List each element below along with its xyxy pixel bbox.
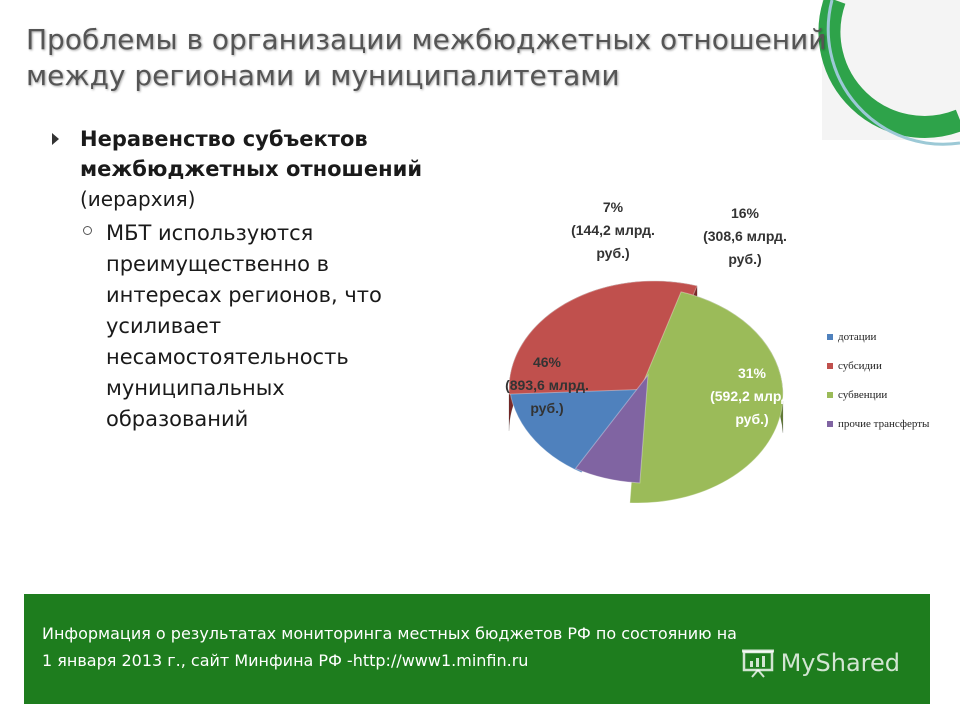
sub-bullet: МБТ используются преимущественно в интер… — [50, 218, 460, 435]
pie-chart-svg: 16% (308,6 млрд. руб.) 31% (592,2 млрд. руб.)… — [505, 199, 930, 504]
pie-chart: 16% (308,6 млрд. руб.) 31% (592,2 млрд. руб.)… — [465, 180, 943, 580]
title-line-2: между регионами и муниципалитетами — [26, 59, 620, 92]
sub-bullet-line: образований — [106, 407, 249, 431]
legend-label: субсидии — [838, 360, 882, 372]
sub-bullet-line: интересах регионов, что — [106, 283, 382, 307]
presentation-board-icon — [741, 649, 774, 678]
bullet-arrow-icon — [52, 133, 59, 145]
bullet-heading-line-2: межбюджетных отношений — [80, 157, 423, 181]
sub-bullet-line: несамостоятельность — [106, 345, 349, 369]
source-line-2: 1 января 2013 г., сайт Минфина РФ -http:… — [42, 651, 529, 670]
pie-data-label-line: (144,2 млрд. — [571, 222, 655, 238]
pie-data-label-line: 31% — [738, 365, 767, 381]
legend-label: прочие трансферты — [838, 418, 930, 430]
pie-data-label: 46% (893,6 млрд. руб.) — [505, 354, 589, 416]
pie-data-label-line: руб.) — [596, 245, 629, 261]
pie-data-label-line: (592,2 млрд. — [710, 388, 794, 404]
sub-bullet-line: МБТ используются — [106, 221, 314, 245]
sub-bullet-line: преимущественно в — [106, 252, 330, 276]
bullet-heading-line-1: Неравенство субъектов — [80, 127, 368, 151]
pie-data-label-line: 46% — [533, 354, 562, 370]
pie-data-label-line: (308,6 млрд. — [703, 228, 787, 244]
bullet-heading-note: (иерархия) — [80, 187, 196, 211]
watermark-text: MyShared — [780, 648, 900, 677]
slide-title: Проблемы в организации межбюджетных отно… — [26, 22, 906, 94]
pie-data-label-line: 7% — [603, 199, 624, 215]
legend-swatch — [827, 421, 833, 427]
source-line-1: Информация о результатах мониторинга мес… — [42, 624, 737, 643]
title-line-1: Проблемы в организации межбюджетных отно… — [26, 23, 827, 56]
legend-swatch — [827, 392, 833, 398]
ring-bullet-icon — [83, 226, 92, 235]
bullet-list: Неравенство субъектов межбюджетных отнош… — [50, 124, 460, 435]
pie-data-label-line: руб.) — [728, 251, 761, 267]
source-footer: Информация о результатах мониторинга мес… — [24, 594, 930, 704]
pie-data-label-line: (893,6 млрд. — [505, 377, 589, 393]
pie-data-label: 7% (144,2 млрд. руб.) — [571, 199, 655, 261]
pie-data-label-line: руб.) — [530, 400, 563, 416]
pie-data-label-line: 16% — [731, 205, 760, 221]
pie-data-label: 31% (592,2 млрд. руб.) — [710, 365, 794, 427]
watermark: MyShared — [741, 648, 900, 678]
pie-data-label-line: руб.) — [735, 411, 768, 427]
legend-swatch — [827, 363, 833, 369]
bullet-main: Неравенство субъектов межбюджетных отнош… — [50, 124, 460, 214]
decorative-ring — [818, 0, 960, 146]
legend-swatch — [827, 334, 833, 340]
pie-slice-1 — [508, 280, 698, 395]
sub-bullet-line: муниципальных — [106, 376, 285, 400]
sub-bullet-line: усиливает — [106, 314, 222, 338]
pie-slice-3 — [574, 373, 649, 484]
pie-slice-2 — [629, 291, 784, 504]
legend-label: субвенции — [838, 389, 887, 401]
pie-data-label: 16% (308,6 млрд. руб.) — [703, 205, 787, 267]
legend-label: дотации — [838, 331, 877, 343]
